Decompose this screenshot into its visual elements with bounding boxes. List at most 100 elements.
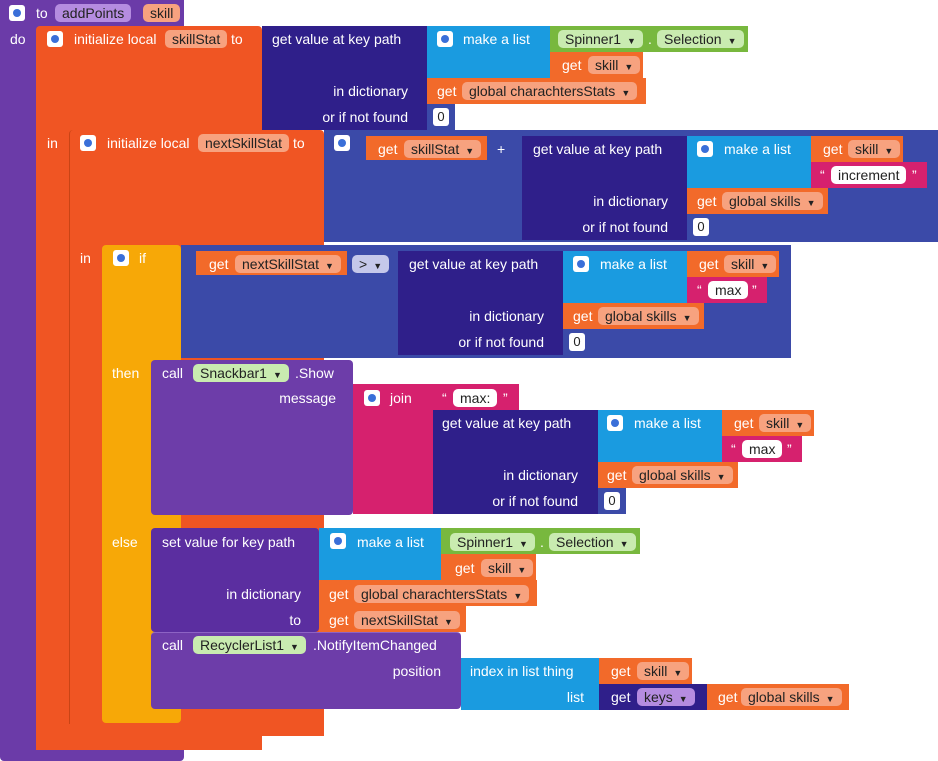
else-call-label: call — [162, 637, 184, 653]
if-dict-var[interactable]: global skills ▼ — [598, 307, 699, 325]
else-keys-dict[interactable]: global skills ▼ — [741, 688, 842, 706]
local2-quote-close: ” — [912, 167, 917, 183]
local2-default[interactable]: 0 — [693, 218, 709, 236]
local2-gear-icon[interactable] — [80, 135, 96, 151]
local1-dict-var[interactable]: global charachtersStats ▼ — [462, 82, 638, 100]
if-in-dictionary: in dictionary — [469, 308, 544, 324]
then-call-label: call — [162, 365, 184, 381]
local1-component[interactable]: Spinner1 ▼ — [558, 30, 643, 48]
local1-var-name[interactable]: skillStat — [165, 30, 228, 48]
local1-keypath-block[interactable] — [262, 26, 427, 130]
then-or-not-found: or if not found — [492, 493, 578, 509]
then-call-block[interactable] — [151, 360, 353, 515]
local2-list-text[interactable]: increment — [831, 166, 907, 184]
if-label: if — [139, 250, 146, 266]
then-keypath-label: get value at key path — [442, 415, 572, 431]
local1-keypath-label: get value at key path — [272, 31, 402, 47]
then-join-gear-icon[interactable] — [364, 390, 380, 406]
local2-to-label: to — [293, 135, 305, 151]
else-index-block[interactable] — [461, 658, 599, 710]
local2-make-list: make a list — [724, 141, 791, 157]
if-list-gear-icon[interactable] — [573, 256, 589, 272]
local2-in-dictionary: in dictionary — [593, 193, 668, 209]
local2-list-var[interactable]: skill ▼ — [848, 140, 901, 158]
then-text1-quote-close: ” — [503, 390, 508, 406]
then-list-get-label: get — [734, 415, 754, 431]
else-thing-var[interactable]: skill ▼ — [637, 662, 690, 680]
then-list-text[interactable]: max — [742, 440, 783, 458]
if-left-var[interactable]: nextSkillStat ▼ — [235, 255, 341, 273]
local1-init-label: initialize local — [74, 31, 157, 47]
then-list-gear-icon[interactable] — [607, 415, 623, 431]
else-keys-dict-get-label: get — [718, 689, 738, 705]
else-to-var[interactable]: nextSkillStat ▼ — [354, 611, 460, 629]
else-list-get-label: get — [455, 560, 475, 576]
local2-list-get-label: get — [823, 141, 843, 157]
local1-property[interactable]: Selection ▼ — [657, 30, 744, 48]
else-call-method: .NotifyItemChanged — [313, 637, 437, 653]
local1-list-gear-icon[interactable] — [437, 31, 453, 47]
local2-add-gear-icon[interactable] — [334, 135, 350, 151]
then-text1[interactable]: max: — [453, 389, 498, 407]
local2-dict-get-label: get — [697, 193, 717, 209]
local2-keypath-block[interactable] — [522, 136, 687, 240]
else-to-get-label: get — [329, 612, 349, 628]
if-make-list: make a list — [600, 256, 667, 272]
procedure-name[interactable]: addPoints — [55, 4, 132, 22]
if-or-not-found: or if not found — [458, 334, 544, 350]
if-quote-close: ” — [752, 282, 757, 298]
else-dot: . — [540, 534, 544, 550]
else-component[interactable]: Spinner1 ▼ — [450, 533, 535, 551]
local2-in-label: in — [80, 250, 91, 266]
if-list-var[interactable]: skill ▼ — [724, 255, 777, 273]
local2-dict-var[interactable]: global skills ▼ — [722, 192, 823, 210]
local1-in-dictionary: in dictionary — [333, 83, 408, 99]
then-keypath-block[interactable] — [433, 410, 598, 514]
local2-get-label: get — [378, 141, 398, 157]
local1-bottom-bar — [36, 737, 262, 750]
then-dict-get-label: get — [607, 467, 627, 483]
local2-quote-open: “ — [820, 167, 825, 183]
if-list-get-label: get — [699, 256, 719, 272]
else-thing-get-label: get — [611, 663, 631, 679]
if-gear-icon[interactable] — [113, 250, 129, 266]
else-position-label: position — [392, 663, 441, 679]
local2-keypath-label: get value at key path — [533, 141, 663, 157]
procedure-param[interactable]: skill — [143, 4, 181, 22]
else-set-block[interactable] — [151, 528, 319, 632]
local2-bottom-bar — [69, 724, 324, 736]
else-dict-var[interactable]: global charachtersStats ▼ — [354, 585, 530, 603]
procedure-gear-icon[interactable] — [9, 5, 25, 21]
then-method: .Show — [295, 365, 334, 381]
local2-left-var[interactable]: skillStat ▼ — [404, 140, 482, 158]
else-label: else — [112, 534, 138, 550]
if-quote-open: “ — [697, 282, 702, 298]
else-list-gear-icon[interactable] — [330, 533, 346, 549]
local1-default[interactable]: 0 — [433, 108, 449, 126]
local1-make-list: make a list — [463, 31, 530, 47]
else-call-component[interactable]: RecyclerList1 ▼ — [193, 636, 306, 654]
local1-or-not-found: or if not found — [322, 109, 408, 125]
local1-gear-icon[interactable] — [47, 31, 63, 47]
then-component[interactable]: Snackbar1 ▼ — [193, 364, 289, 382]
if-op[interactable]: > ▼ — [352, 255, 390, 273]
then-text2-quote-close: ” — [787, 441, 792, 457]
then-list-var[interactable]: skill ▼ — [759, 414, 812, 432]
if-default[interactable]: 0 — [569, 333, 585, 351]
local1-dot: . — [648, 31, 652, 47]
then-join-label: join — [390, 390, 412, 406]
local1-get-var[interactable]: skill ▼ — [588, 56, 641, 74]
else-keys-label[interactable]: keys ▼ — [637, 688, 695, 706]
then-dict-var[interactable]: global skills ▼ — [632, 466, 733, 484]
then-default[interactable]: 0 — [604, 492, 620, 510]
local2-list-gear-icon[interactable] — [697, 141, 713, 157]
local2-plus: + — [497, 141, 506, 157]
else-list-label: list — [566, 689, 584, 705]
else-property[interactable]: Selection ▼ — [549, 533, 636, 551]
if-keypath-block[interactable] — [398, 251, 563, 355]
if-keypath-label: get value at key path — [409, 256, 539, 272]
local2-var-name[interactable]: nextSkillStat — [198, 134, 290, 152]
else-list-var[interactable]: skill ▼ — [481, 559, 534, 577]
else-set-label: set value for key path — [162, 534, 296, 550]
if-list-text[interactable]: max — [708, 281, 749, 299]
